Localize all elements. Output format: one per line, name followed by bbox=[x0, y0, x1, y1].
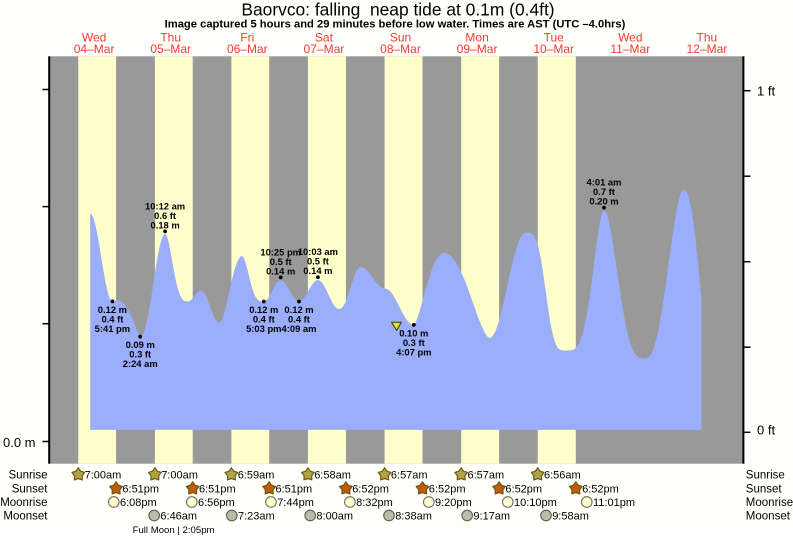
svg-text:6:08pm: 6:08pm bbox=[120, 497, 157, 509]
svg-text:0.12 m: 0.12 m bbox=[98, 304, 127, 315]
svg-text:6:57am: 6:57am bbox=[391, 469, 428, 481]
svg-text:Sat: Sat bbox=[315, 31, 334, 45]
svg-text:4:07 pm: 4:07 pm bbox=[396, 346, 431, 357]
svg-text:0.5 ft: 0.5 ft bbox=[307, 256, 329, 267]
svg-text:Sunrise: Sunrise bbox=[746, 470, 785, 482]
svg-text:8:32pm: 8:32pm bbox=[356, 497, 393, 509]
svg-text:7:23am: 7:23am bbox=[238, 510, 275, 522]
svg-text:11–Mar: 11–Mar bbox=[610, 42, 650, 56]
svg-text:9:20pm: 9:20pm bbox=[435, 497, 472, 509]
svg-text:1 ft: 1 ft bbox=[757, 83, 775, 98]
svg-text:4:09 am: 4:09 am bbox=[282, 323, 317, 334]
svg-text:04–Mar: 04–Mar bbox=[74, 42, 115, 56]
svg-text:8:38am: 8:38am bbox=[395, 510, 432, 522]
svg-text:6:51pm: 6:51pm bbox=[276, 483, 313, 495]
svg-text:8:00am: 8:00am bbox=[316, 510, 353, 522]
svg-text:Sun: Sun bbox=[390, 31, 411, 45]
svg-text:Thu: Thu bbox=[160, 31, 181, 45]
svg-text:6:57am: 6:57am bbox=[468, 469, 505, 481]
svg-text:6:52pm: 6:52pm bbox=[582, 483, 619, 495]
svg-text:Tue: Tue bbox=[544, 31, 565, 45]
svg-text:Moonrise: Moonrise bbox=[0, 497, 47, 509]
svg-text:0.14 m: 0.14 m bbox=[303, 265, 332, 276]
svg-text:0.4 ft: 0.4 ft bbox=[288, 314, 310, 325]
svg-text:6:56am: 6:56am bbox=[544, 469, 581, 481]
svg-text:6:51pm: 6:51pm bbox=[122, 483, 159, 495]
svg-text:0.7 ft: 0.7 ft bbox=[593, 186, 615, 197]
svg-text:0.09 m: 0.09 m bbox=[126, 339, 155, 350]
svg-text:6:52pm: 6:52pm bbox=[429, 483, 466, 495]
svg-text:9:17am: 9:17am bbox=[473, 510, 510, 522]
svg-text:10:25 pm: 10:25 pm bbox=[260, 246, 301, 257]
svg-text:Moonrise: Moonrise bbox=[746, 497, 793, 509]
svg-text:05–Mar: 05–Mar bbox=[150, 42, 191, 56]
svg-text:2:24 am: 2:24 am bbox=[123, 358, 158, 369]
svg-text:6:56pm: 6:56pm bbox=[198, 497, 235, 509]
svg-text:Wed: Wed bbox=[618, 31, 642, 45]
svg-text:0.10 m: 0.10 m bbox=[399, 327, 428, 338]
svg-text:Mon: Mon bbox=[465, 31, 488, 45]
svg-text:09–Mar: 09–Mar bbox=[457, 42, 498, 56]
svg-text:06–Mar: 06–Mar bbox=[227, 42, 268, 56]
svg-text:07–Mar: 07–Mar bbox=[304, 42, 345, 56]
svg-text:0.12 m: 0.12 m bbox=[284, 304, 313, 315]
svg-text:0.4 ft: 0.4 ft bbox=[101, 313, 123, 324]
svg-text:Sunset: Sunset bbox=[12, 484, 49, 496]
svg-text:Image captured 5 hours and 29: Image captured 5 hours and 29 minutes be… bbox=[165, 19, 626, 31]
svg-text:0 ft: 0 ft bbox=[757, 423, 775, 438]
svg-text:0.14 m: 0.14 m bbox=[266, 265, 295, 276]
svg-text:6:52pm: 6:52pm bbox=[352, 483, 389, 495]
svg-text:4:01 am: 4:01 am bbox=[587, 177, 622, 188]
svg-text:0.12 m: 0.12 m bbox=[249, 304, 278, 315]
svg-text:7:44pm: 7:44pm bbox=[277, 497, 314, 509]
svg-text:0.5 ft: 0.5 ft bbox=[270, 256, 292, 267]
svg-text:5:41 pm: 5:41 pm bbox=[95, 323, 130, 334]
svg-text:Sunrise: Sunrise bbox=[9, 470, 48, 482]
svg-text:Full Moon | 2:05pm: Full Moon | 2:05pm bbox=[133, 525, 215, 536]
svg-text:11:01pm: 11:01pm bbox=[593, 497, 635, 509]
svg-text:7:00am: 7:00am bbox=[161, 469, 198, 481]
svg-text:6:51pm: 6:51pm bbox=[199, 483, 236, 495]
svg-text:6:46am: 6:46am bbox=[160, 510, 197, 522]
svg-text:Fri: Fri bbox=[240, 31, 254, 45]
svg-text:10–Mar: 10–Mar bbox=[533, 42, 574, 56]
svg-text:0.0 m: 0.0 m bbox=[3, 435, 36, 450]
svg-text:10:10pm: 10:10pm bbox=[514, 497, 557, 509]
svg-text:0.6 ft: 0.6 ft bbox=[154, 210, 176, 221]
svg-text:Moonset: Moonset bbox=[3, 511, 48, 523]
svg-text:0.3 ft: 0.3 ft bbox=[129, 349, 151, 360]
svg-text:7:00am: 7:00am bbox=[85, 469, 122, 481]
svg-text:Sunset: Sunset bbox=[746, 484, 783, 496]
svg-text:9:58am: 9:58am bbox=[552, 510, 589, 522]
svg-text:12–Mar: 12–Mar bbox=[687, 42, 728, 56]
svg-text:08–Mar: 08–Mar bbox=[380, 42, 421, 56]
svg-text:0.18 m: 0.18 m bbox=[151, 219, 180, 230]
svg-text:5:03 pm: 5:03 pm bbox=[246, 323, 281, 334]
svg-text:0.20 m: 0.20 m bbox=[589, 196, 618, 207]
svg-text:Moonset: Moonset bbox=[746, 511, 791, 523]
svg-text:10:12 am: 10:12 am bbox=[145, 200, 185, 211]
svg-text:Wed: Wed bbox=[82, 31, 106, 45]
svg-text:0.3 ft: 0.3 ft bbox=[403, 337, 425, 348]
svg-text:0.4 ft: 0.4 ft bbox=[253, 314, 275, 325]
svg-text:6:59am: 6:59am bbox=[238, 469, 275, 481]
svg-text:Baorvco: falling neap tide at: Baorvco: falling neap tide at 0.1m (0.4f… bbox=[241, 0, 554, 20]
svg-text:6:52pm: 6:52pm bbox=[505, 483, 542, 495]
svg-text:6:58am: 6:58am bbox=[314, 469, 351, 481]
svg-text:10:03 am: 10:03 am bbox=[298, 246, 338, 257]
svg-text:Thu: Thu bbox=[697, 31, 718, 45]
